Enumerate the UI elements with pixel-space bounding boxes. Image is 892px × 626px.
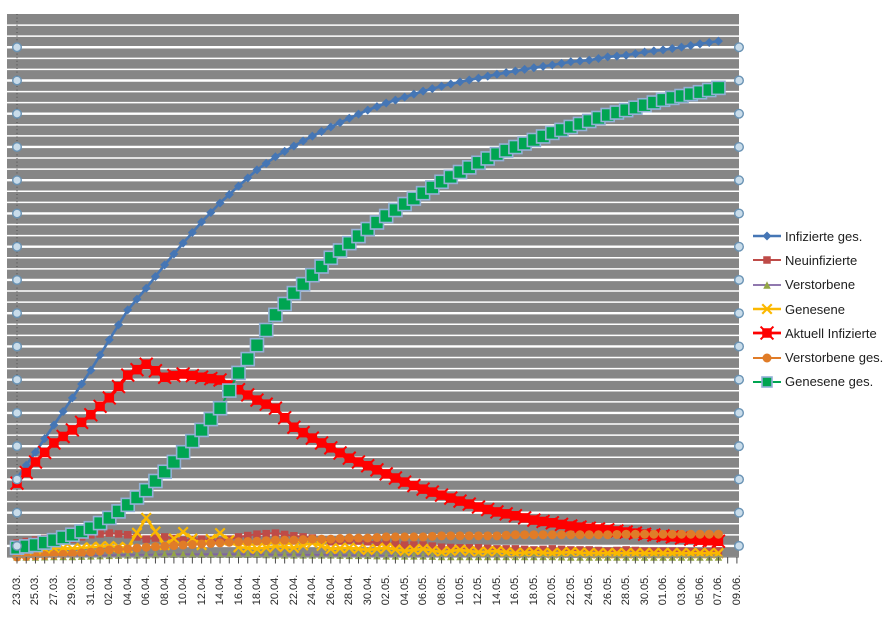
legend-label: Verstorbene ges. <box>785 350 884 366</box>
selection-handle[interactable] <box>11 175 23 186</box>
legend-item-genesene[interactable]: Genesene <box>752 297 883 321</box>
gridline-selection-handles[interactable] <box>11 42 745 551</box>
selection-handle[interactable] <box>11 407 23 418</box>
series-infizierte-ges[interactable] <box>12 36 723 483</box>
legend-item-verstorbene-ges[interactable]: Verstorbene ges. <box>752 345 883 369</box>
selection-handle[interactable] <box>734 407 745 418</box>
legend-label: Neuinfizierte <box>785 252 858 268</box>
selection-handle[interactable] <box>734 241 745 252</box>
selection-handle[interactable] <box>11 341 23 352</box>
legend-swatch-x-icon <box>753 303 781 315</box>
selection-handle[interactable] <box>734 374 745 385</box>
legend-label: Aktuell Infizierte <box>785 325 877 341</box>
selection-handle[interactable] <box>11 441 23 452</box>
selection-handle[interactable] <box>11 274 23 285</box>
selection-handle[interactable] <box>734 274 745 285</box>
selection-handle[interactable] <box>11 241 23 252</box>
legend-swatch-square-x-icon <box>753 326 781 341</box>
legend-swatch-triangle-icon <box>753 280 781 289</box>
series-genesene[interactable] <box>11 512 724 559</box>
legend-label: Genesene ges. <box>785 374 874 390</box>
legend-item-neuinfizierte[interactable]: Neuinfizierte <box>752 248 883 272</box>
legend-label: Genesene <box>785 301 845 317</box>
selection-handle[interactable] <box>734 441 745 452</box>
selection-handle[interactable] <box>11 75 23 86</box>
selection-handle[interactable] <box>11 540 23 551</box>
selection-handle[interactable] <box>734 308 745 319</box>
plot-background[interactable] <box>7 14 739 557</box>
x-axis-ticks <box>16 557 738 564</box>
selection-handle[interactable] <box>734 474 745 485</box>
selection-handle[interactable] <box>11 108 23 119</box>
selection-handle[interactable] <box>11 208 23 219</box>
selection-handle[interactable] <box>734 341 745 352</box>
selection-handle[interactable] <box>734 108 745 119</box>
selection-handle[interactable] <box>734 208 745 219</box>
selection-handle[interactable] <box>734 42 745 53</box>
legend-swatch-circle-icon <box>753 353 781 363</box>
legend-swatch-square-icon <box>753 256 781 265</box>
legend-item-infizierte-ges[interactable]: Infizierte ges. <box>752 224 883 248</box>
legend-label: Infizierte ges. <box>785 228 863 244</box>
selection-handle[interactable] <box>734 507 745 518</box>
legend-label: Verstorbene <box>785 277 856 293</box>
selection-handle[interactable] <box>11 42 23 53</box>
selection-handle[interactable] <box>734 175 745 186</box>
selection-handle[interactable] <box>734 75 745 86</box>
legend-item-aktuell-infizierte[interactable]: Aktuell Infizierte <box>752 321 883 345</box>
selection-handle[interactable] <box>11 507 23 518</box>
selection-handle[interactable] <box>11 374 23 385</box>
selection-handle[interactable] <box>734 540 745 551</box>
selection-handle[interactable] <box>11 474 23 485</box>
legend-item-verstorbene[interactable]: Verstorbene <box>752 273 883 297</box>
legend-swatch-square-icon <box>753 376 781 388</box>
legend[interactable]: Infizierte ges. Neuinfizierte Verstorbene G… <box>752 224 883 394</box>
series-verstorbene-ges[interactable] <box>12 529 723 562</box>
selection-handle[interactable] <box>734 141 745 152</box>
selection-handle[interactable] <box>11 141 23 152</box>
selection-handle[interactable] <box>11 308 23 319</box>
legend-item-genesene-ges[interactable]: Genesene ges. <box>752 370 883 394</box>
legend-swatch-diamond-icon <box>753 231 781 241</box>
series-genesene-ges[interactable] <box>9 80 726 556</box>
